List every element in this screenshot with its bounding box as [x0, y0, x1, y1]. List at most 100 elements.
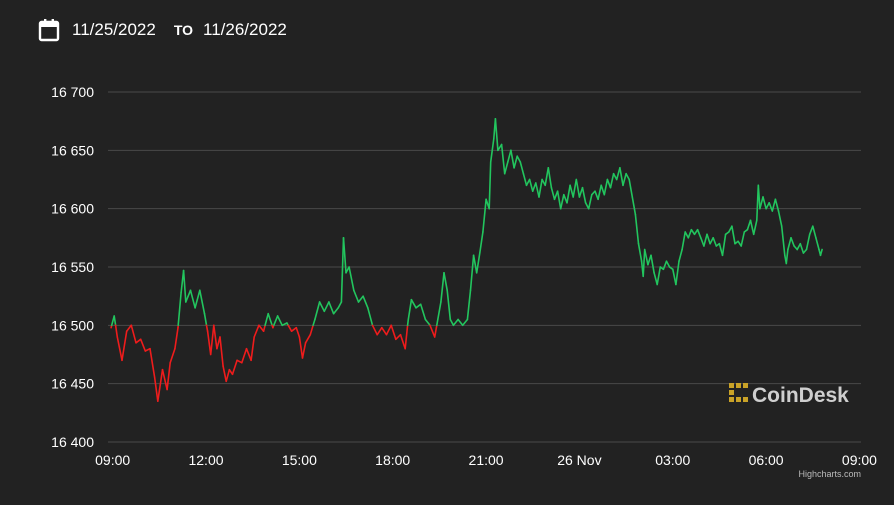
- end-date[interactable]: 11/26/2022: [203, 20, 287, 39]
- price-line-segment: [765, 202, 771, 210]
- price-line-segment: [380, 326, 388, 336]
- price-line-segment: [534, 182, 540, 198]
- price-line-segment: [352, 289, 360, 303]
- price-line-segment: [189, 289, 196, 309]
- price-line-segment: [130, 324, 137, 344]
- price-line-segment: [323, 301, 330, 313]
- price-line-segment: [121, 330, 128, 362]
- price-line-segment: [475, 252, 481, 274]
- price-line-segment: [253, 324, 260, 338]
- price-line-segment: [185, 289, 192, 303]
- price-line-segment: [625, 172, 631, 181]
- price-line-segment: [390, 324, 397, 341]
- price-line-segment: [469, 254, 475, 292]
- price-line-segment: [357, 295, 364, 303]
- price-line-segment: [440, 271, 445, 303]
- price-line: [110, 118, 823, 403]
- price-line-segment: [371, 324, 379, 336]
- price-line-segment: [433, 324, 438, 338]
- price-line-segment: [681, 231, 687, 251]
- x-tick-label: 06:00: [749, 452, 784, 468]
- price-line-segment: [482, 198, 487, 233]
- price-line-segment: [457, 318, 464, 327]
- y-tick-label: 16 600: [51, 201, 94, 217]
- price-line-segment: [642, 248, 646, 278]
- price-line-segment: [740, 231, 746, 247]
- coindesk-logo-icon: [729, 383, 748, 402]
- price-line-segment: [309, 324, 314, 336]
- price-line-segment: [298, 336, 304, 359]
- price-line-segment: [787, 237, 792, 251]
- date-range-bar: 11/25/2022 TO 11/26/2022: [38, 16, 287, 44]
- price-line-segment: [550, 186, 556, 201]
- price-line-segment: [276, 315, 284, 327]
- price-line-segment: [446, 289, 452, 321]
- price-line-segment: [301, 341, 307, 359]
- price-line-segment: [544, 167, 550, 187]
- price-line-segment: [531, 182, 537, 192]
- price-line-segment: [815, 237, 820, 251]
- price-line-segment: [752, 219, 758, 236]
- start-date[interactable]: 11/25/2022: [72, 20, 156, 39]
- price-line-segment: [811, 225, 817, 239]
- price-line-segment: [768, 202, 774, 212]
- price-line-segment: [528, 178, 534, 192]
- price-line-segment: [709, 237, 715, 245]
- price-line-segment: [556, 190, 562, 210]
- price-line-segment: [516, 155, 522, 163]
- price-line-segment: [157, 368, 164, 403]
- price-line-segment: [503, 161, 509, 175]
- price-line-segment: [749, 219, 755, 236]
- price-line-segment: [169, 347, 176, 364]
- price-line-segment: [174, 326, 179, 350]
- calendar-icon[interactable]: [38, 18, 60, 42]
- y-tick-label: 16 500: [51, 317, 94, 333]
- price-line-segment: [721, 233, 727, 257]
- price-line-segment: [153, 376, 159, 403]
- x-tick-label: 15:00: [282, 452, 317, 468]
- price-line-segment: [449, 318, 455, 327]
- price-line-segment: [506, 149, 512, 163]
- x-tick-label: 18:00: [375, 452, 410, 468]
- y-axis-labels: 16 400 16 450 16 500 16 550 16 600 16 650 16 7…: [51, 84, 94, 450]
- price-line-segment: [597, 184, 603, 201]
- price-line-segment: [656, 266, 662, 286]
- price-line-segment: [236, 359, 243, 364]
- price-line-segment: [600, 184, 606, 196]
- x-tick-label: 09:00: [95, 452, 130, 468]
- price-line-segment: [314, 301, 321, 321]
- coindesk-brand-text: CoinDesk: [752, 384, 849, 407]
- price-line-segment: [222, 365, 227, 383]
- price-line-segment: [547, 167, 553, 189]
- price-line-segment: [703, 233, 708, 247]
- price-line-segment: [415, 303, 422, 309]
- price-line-segment: [466, 289, 472, 321]
- price-line-segment: [757, 184, 761, 210]
- price-line-segment: [622, 172, 627, 187]
- price-line-segment: [113, 315, 117, 327]
- price-line-segment: [805, 233, 811, 251]
- price-line-segment: [144, 347, 151, 352]
- highcharts-credit[interactable]: Highcharts.com: [798, 469, 861, 479]
- price-line-segment: [678, 248, 683, 263]
- price-line-segment: [385, 324, 393, 336]
- price-line-segment: [161, 368, 168, 391]
- price-line-segment: [774, 198, 780, 212]
- x-tick-label: 21:00: [469, 452, 504, 468]
- price-line-segment: [342, 237, 347, 274]
- price-line-segment: [419, 303, 427, 321]
- price-line-segment: [808, 225, 814, 236]
- price-line-segment: [489, 137, 495, 163]
- price-line-segment: [603, 178, 609, 196]
- price-line-segment: [671, 268, 677, 286]
- price-line-segment: [272, 315, 279, 327]
- price-line-segment: [328, 301, 335, 315]
- y-tick-label: 16 700: [51, 84, 94, 100]
- price-line-segment: [114, 324, 119, 338]
- x-tick-label: 26 Nov: [557, 452, 601, 468]
- price-line-segment: [264, 312, 270, 327]
- price-line-segment: [304, 333, 312, 344]
- price-line-segment: [366, 306, 374, 327]
- coindesk-watermark: CoinDesk: [729, 383, 849, 407]
